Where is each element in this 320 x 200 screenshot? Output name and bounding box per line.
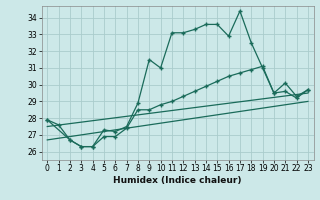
- X-axis label: Humidex (Indice chaleur): Humidex (Indice chaleur): [113, 176, 242, 185]
